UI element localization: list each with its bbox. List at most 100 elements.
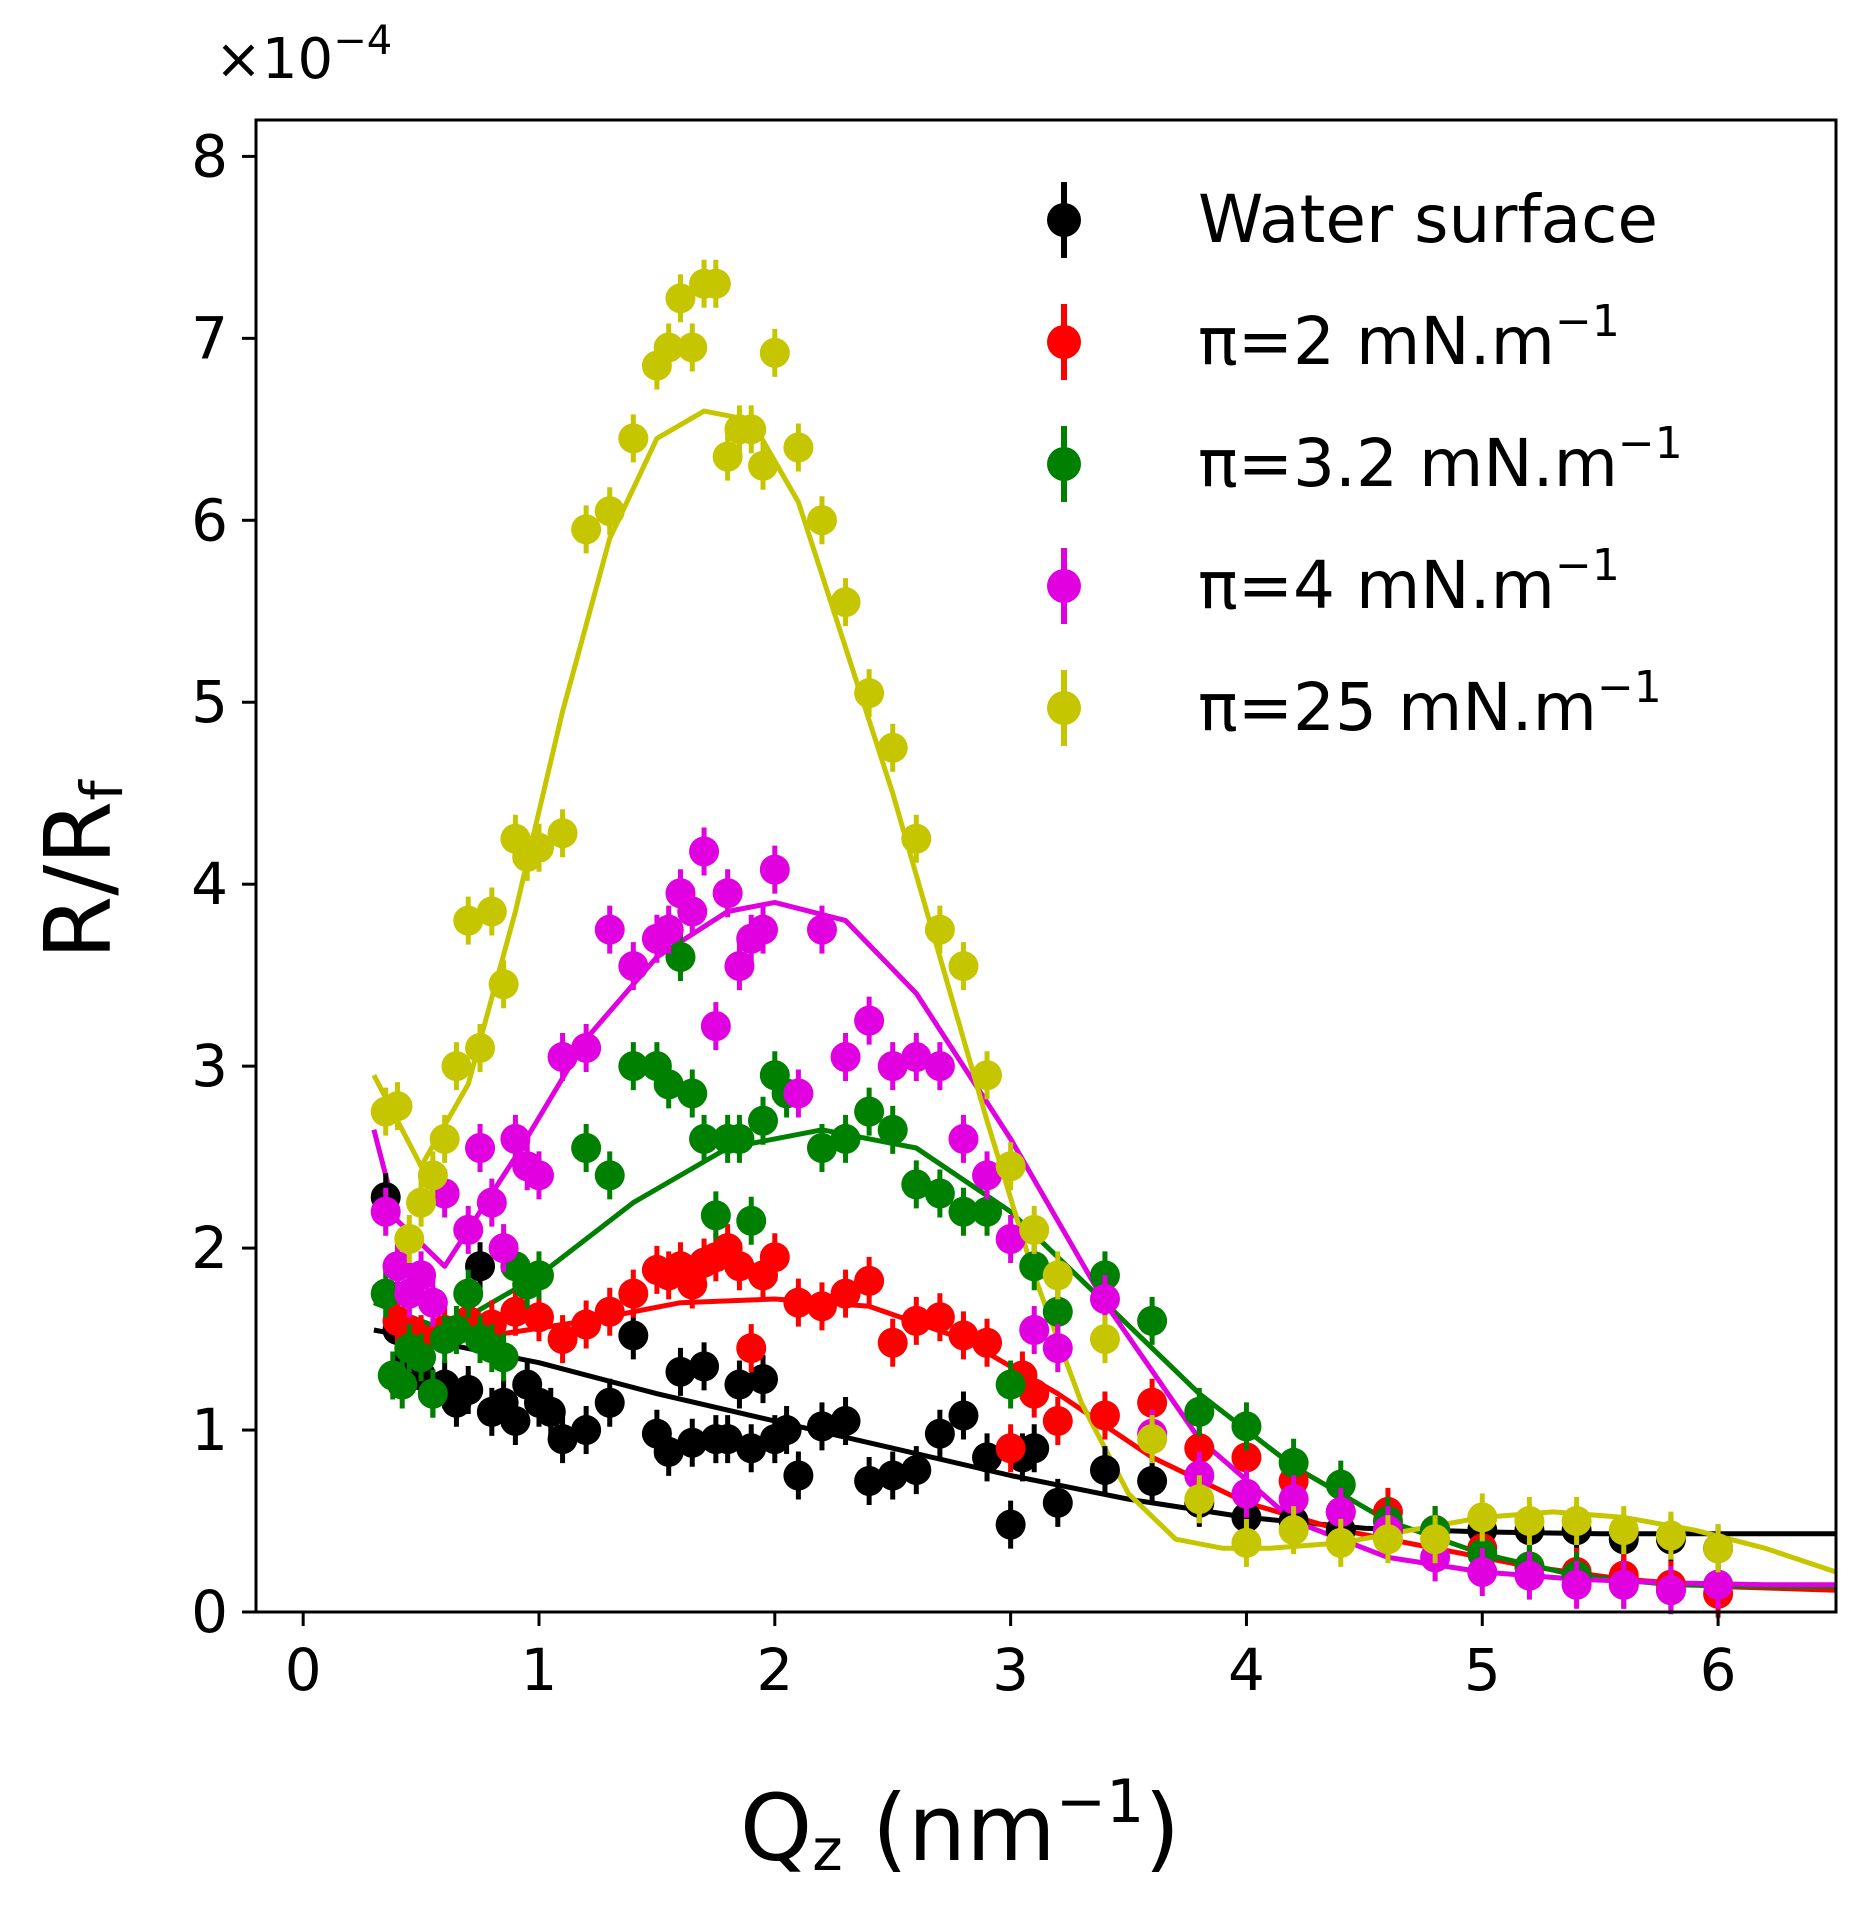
data-point (736, 1433, 767, 1464)
data-point (689, 1351, 720, 1382)
data-point (854, 1005, 885, 1036)
data-point (429, 1123, 460, 1154)
data-point (854, 1465, 885, 1496)
data-point (1137, 1387, 1168, 1418)
data-point (736, 414, 767, 445)
data-point (594, 1296, 625, 1327)
data-point (806, 1291, 837, 1322)
data-point (783, 1287, 814, 1318)
data-point (406, 1187, 437, 1218)
data-points (370, 259, 1734, 1618)
data-point (417, 1287, 448, 1318)
data-point (1184, 1433, 1215, 1464)
data-point (700, 268, 731, 299)
data-point (406, 1260, 437, 1291)
data-point (665, 283, 696, 314)
data-point (995, 1224, 1026, 1254)
data-point (712, 1424, 743, 1455)
data-point (748, 1105, 779, 1136)
data-point (1089, 1455, 1120, 1486)
data-point (901, 1042, 932, 1073)
data-point (1089, 1400, 1120, 1431)
data-point (523, 1160, 554, 1191)
data-point (453, 905, 484, 936)
data-point (618, 951, 649, 982)
data-point (441, 1051, 472, 1082)
data-point (948, 951, 979, 982)
legend-marker-3 (1047, 569, 1081, 603)
legend-marker-0 (1047, 203, 1081, 237)
data-point (724, 1369, 755, 1400)
data-point (854, 678, 885, 709)
legend-label-4: π=25 mN.m−1 (1198, 662, 1662, 746)
data-point (948, 1400, 979, 1431)
data-point (854, 1096, 885, 1127)
x-axis-label: Qz (nm−1) (740, 1767, 1180, 1884)
data-point (417, 1378, 448, 1409)
data-point (653, 332, 684, 363)
data-point (948, 1123, 979, 1154)
data-point (618, 1051, 649, 1082)
data-point (1042, 1260, 1073, 1291)
data-point (571, 1309, 602, 1340)
x-tick-label-5: 5 (1464, 1636, 1501, 1704)
data-point (830, 1405, 861, 1436)
data-point (677, 1078, 708, 1109)
legend-marker-2 (1047, 447, 1081, 481)
data-point (547, 1424, 578, 1455)
data-point (1278, 1484, 1309, 1515)
data-point (877, 1460, 908, 1491)
data-point (1325, 1496, 1356, 1527)
data-point (665, 941, 696, 972)
y-tick-label-7: 7 (191, 304, 228, 372)
x-tick-label-3: 3 (992, 1636, 1029, 1704)
data-point (901, 823, 932, 854)
data-point (547, 818, 578, 849)
data-point (594, 496, 625, 527)
data-point (783, 432, 814, 463)
data-point (924, 1418, 955, 1449)
data-point (1137, 1465, 1168, 1496)
data-point (500, 1405, 531, 1436)
data-point (453, 1375, 484, 1406)
data-point (1372, 1524, 1403, 1555)
data-point (571, 1133, 602, 1164)
data-point (748, 450, 779, 481)
data-point (500, 1296, 531, 1327)
data-point (995, 1151, 1026, 1182)
data-point (1137, 1305, 1168, 1336)
y-tick-label-8: 8 (191, 122, 228, 190)
x-tick-label-1: 1 (521, 1636, 558, 1704)
data-point (476, 896, 507, 927)
data-point (736, 1333, 767, 1364)
data-point (1467, 1502, 1498, 1533)
data-point (948, 1196, 979, 1227)
data-point (465, 1251, 496, 1282)
data-point (488, 1342, 519, 1373)
data-point (441, 1314, 472, 1345)
y-axis-ticks: 0 1 2 3 4 5 6 7 8 (191, 122, 256, 1646)
data-point (453, 1278, 484, 1309)
data-point (1042, 1405, 1073, 1436)
data-point (830, 1278, 861, 1309)
data-point (1325, 1469, 1356, 1500)
legend: Water surface π=2 mN.m−1 π=3.2 mN.m−1 π=4 m… (1047, 181, 1683, 746)
x-tick-label-2: 2 (756, 1636, 793, 1704)
data-point (665, 1356, 696, 1387)
data-point (877, 1114, 908, 1145)
data-point (924, 1302, 955, 1333)
data-point (748, 914, 779, 945)
data-point (1019, 1378, 1050, 1409)
data-point (1420, 1524, 1451, 1555)
data-point (830, 1042, 861, 1073)
data-point (759, 854, 790, 885)
data-point (1514, 1506, 1545, 1537)
data-point (1655, 1575, 1686, 1606)
data-point (618, 1320, 649, 1351)
data-point (1231, 1527, 1262, 1558)
data-point (465, 1133, 496, 1164)
data-point (700, 1011, 731, 1042)
data-point (1042, 1296, 1073, 1327)
legend-marker-4 (1047, 691, 1081, 725)
data-point (1655, 1520, 1686, 1551)
